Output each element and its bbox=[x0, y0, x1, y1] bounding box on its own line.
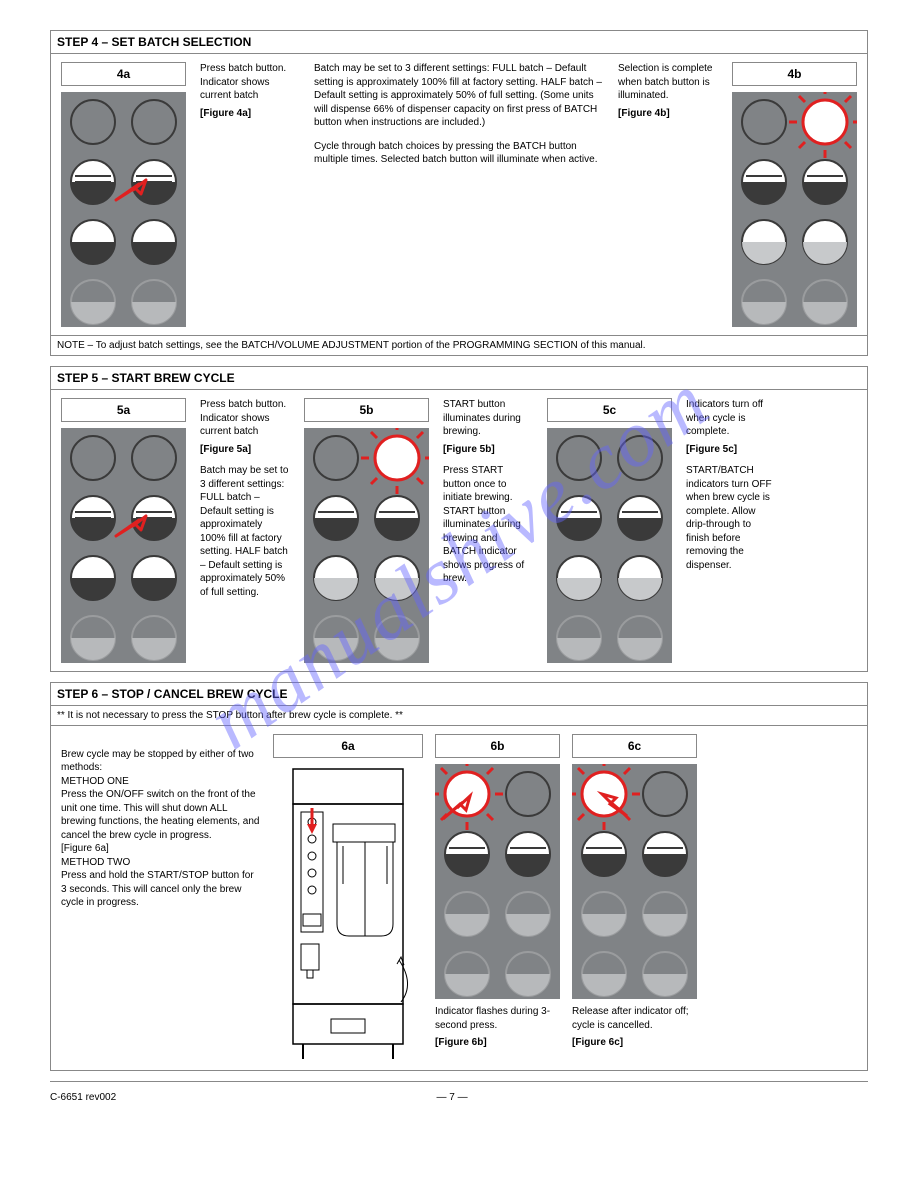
panel-4b bbox=[732, 92, 857, 327]
arrow-down-icon bbox=[307, 824, 317, 834]
footer-left: C-6651 rev002 bbox=[50, 1092, 116, 1103]
step4-text-a: Press batch button. Indicator shows curr… bbox=[200, 62, 300, 327]
step4-tb2: [Figure 4b] bbox=[618, 107, 718, 121]
step5-header: STEP 5 – START BREW CYCLE bbox=[51, 367, 867, 390]
step4-header: STEP 4 – SET BATCH SELECTION bbox=[51, 31, 867, 54]
step5-body: 5a bbox=[51, 390, 867, 671]
step6-r1b: [Figure 6b] bbox=[435, 1036, 560, 1050]
step5-box: STEP 5 – START BREW CYCLE 5a bbox=[50, 366, 868, 672]
panel-4a bbox=[61, 92, 186, 327]
step4-footer: NOTE – To adjust batch settings, see the… bbox=[51, 335, 867, 355]
step6-fig-a: 6a bbox=[273, 734, 423, 758]
step4-col-b: 4b bbox=[732, 62, 857, 327]
step6-r2: Release after indicator off; cycle is ca… bbox=[572, 1005, 697, 1032]
step6-col-b: 6b bbox=[435, 734, 560, 1054]
step5-fig-a: 5a bbox=[61, 398, 186, 422]
step5-fig-c: 5c bbox=[547, 398, 672, 422]
step6-r1: Indicator flashes during 3-second press. bbox=[435, 1005, 560, 1032]
step6-body: Brew cycle may be stopped by either of t… bbox=[51, 726, 867, 1070]
step6-col-a: 6a bbox=[273, 734, 423, 1064]
step4-text-b: Selection is complete when batch button … bbox=[618, 62, 718, 327]
panel-6c bbox=[572, 764, 697, 999]
step4-ta1: Press batch button. Indicator shows curr… bbox=[200, 62, 300, 103]
panel-5b bbox=[304, 428, 429, 663]
step5-fig-b: 5b bbox=[304, 398, 429, 422]
step5-ta: Press batch button. Indicator shows curr… bbox=[200, 398, 290, 439]
step4-box: STEP 4 – SET BATCH SELECTION 4a bbox=[50, 30, 868, 356]
step5-col-b: 5b bbox=[304, 398, 429, 663]
step4-fig-b: 4b bbox=[732, 62, 857, 86]
step5-tc2: [Figure 5c] bbox=[686, 443, 776, 457]
step5-col-c: 5c bbox=[547, 398, 672, 663]
step6-subheader: ** It is not necessary to press the STOP… bbox=[51, 706, 867, 726]
step6-header: STEP 6 – STOP / CANCEL BREW CYCLE bbox=[51, 683, 867, 706]
step4-body: 4a bbox=[51, 54, 867, 335]
step6-box: STEP 6 – STOP / CANCEL BREW CYCLE ** It … bbox=[50, 682, 868, 1071]
step5-trr: START/BATCH indicators turn OFF when bre… bbox=[686, 464, 776, 572]
machine-icon bbox=[273, 764, 423, 1064]
step5-tc: Indicators turn off when cycle is comple… bbox=[686, 398, 776, 439]
step4-ta2: [Figure 4a] bbox=[200, 107, 300, 121]
panel-5c bbox=[547, 428, 672, 663]
page-footer: C-6651 rev002 — 7 — bbox=[50, 1081, 868, 1103]
step5-tb2: [Figure 5b] bbox=[443, 443, 533, 457]
step4-tb1: Selection is complete when batch button … bbox=[618, 62, 718, 103]
step5-ta2: [Figure 5a] bbox=[200, 443, 290, 457]
step6-col-c: 6c bbox=[572, 734, 697, 1054]
step6-left-text: Brew cycle may be stopped by either of t… bbox=[61, 734, 261, 910]
step4-fig-a: 4a bbox=[61, 62, 186, 86]
step5-tl: Batch may be set to 3 different settings… bbox=[200, 464, 290, 599]
step4-tr: Cycle through batch choices by pressing … bbox=[314, 140, 604, 167]
step5-col-a: 5a bbox=[61, 398, 186, 663]
step6-fig-c: 6c bbox=[572, 734, 697, 758]
step6-fig-b: 6b bbox=[435, 734, 560, 758]
step4-tm: Batch may be set to 3 different settings… bbox=[314, 62, 604, 130]
step4-col-a: 4a bbox=[61, 62, 186, 327]
panel-5a bbox=[61, 428, 186, 663]
step5-tm: Press START button once to initiate brew… bbox=[443, 464, 533, 586]
footer-page: — 7 — bbox=[116, 1092, 788, 1103]
step4-text-mid: Batch may be set to 3 different settings… bbox=[314, 62, 604, 327]
step5-tb: START button illuminates during brewing. bbox=[443, 398, 533, 439]
step6-r2b: [Figure 6c] bbox=[572, 1036, 697, 1050]
panel-6b bbox=[435, 764, 560, 999]
